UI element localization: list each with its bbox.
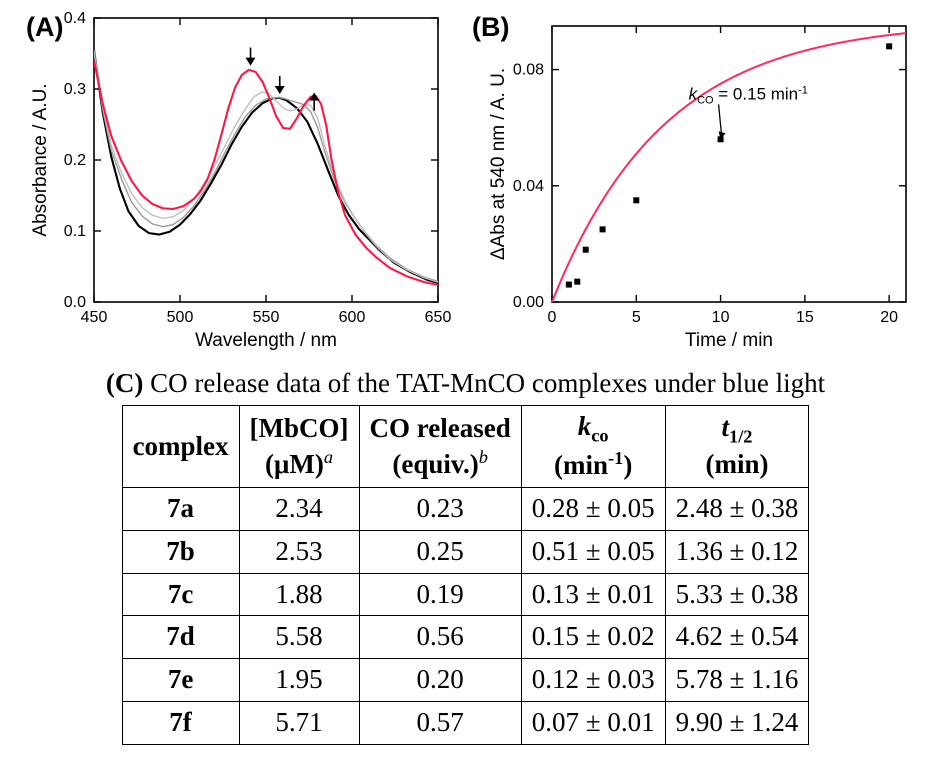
table-header: CO released(equiv.)b	[359, 406, 521, 488]
table-cell: 9.90 ± 1.24	[665, 701, 809, 744]
svg-text:15: 15	[796, 309, 814, 326]
table-cell: 5.71	[239, 701, 359, 744]
table-cell: 7f	[122, 701, 239, 744]
panel-b: (B) 0 5 10 15 20 0.00 0.04 0.08 Time / min ΔAbs a…	[470, 6, 920, 360]
table-row: 7c1.880.190.13 ± 0.015.33 ± 0.38	[122, 573, 809, 616]
svg-text:5: 5	[632, 309, 641, 326]
panel-b-svg: 0 5 10 15 20 0.00 0.04 0.08 Time / min ΔAbs at 54…	[470, 6, 920, 360]
svg-text:500: 500	[167, 309, 194, 326]
svg-text:kCO = 0.15 min-1: kCO = 0.15 min-1	[689, 84, 808, 106]
panel-b-label: (B)	[472, 12, 509, 43]
svg-text:600: 600	[339, 309, 366, 326]
svg-text:Absorbance / A.U.: Absorbance / A.U.	[30, 83, 51, 236]
table-header: kco(min-1)	[521, 406, 665, 488]
svg-text:0.0: 0.0	[64, 294, 86, 311]
table-cell: 5.78 ± 1.16	[665, 659, 809, 702]
svg-text:10: 10	[712, 309, 730, 326]
table-cell: 7b	[122, 530, 239, 573]
table-cell: 0.51 ± 0.05	[521, 530, 665, 573]
svg-text:550: 550	[253, 309, 280, 326]
table-cell: 0.56	[359, 616, 521, 659]
svg-text:0.08: 0.08	[513, 62, 544, 79]
table-cell: 0.07 ± 0.01	[521, 701, 665, 744]
table-cell: 0.13 ± 0.01	[521, 573, 665, 616]
table-cell: 0.20	[359, 659, 521, 702]
table-cell: 1.95	[239, 659, 359, 702]
table-cell: 2.48 ± 0.38	[665, 488, 809, 531]
table-row: 7a2.340.230.28 ± 0.052.48 ± 0.38	[122, 488, 809, 531]
caption-text: CO release data of the TAT-MnCO complexe…	[143, 368, 825, 398]
table-cell: 4.62 ± 0.54	[665, 616, 809, 659]
svg-text:ΔAbs at 540 nm / A. U.: ΔAbs at 540 nm / A. U.	[488, 68, 509, 260]
table-cell: 7a	[122, 488, 239, 531]
table-cell: 0.25	[359, 530, 521, 573]
table-cell: 2.34	[239, 488, 359, 531]
table-cell: 5.33 ± 0.38	[665, 573, 809, 616]
table-cell: 7d	[122, 616, 239, 659]
svg-text:0: 0	[548, 309, 557, 326]
table-cell: 0.57	[359, 701, 521, 744]
caption-prefix: (C)	[106, 368, 143, 398]
table-cell: 1.36 ± 0.12	[665, 530, 809, 573]
svg-text:450: 450	[81, 309, 108, 326]
table-cell: 0.15 ± 0.02	[521, 616, 665, 659]
table-cell: 0.12 ± 0.03	[521, 659, 665, 702]
svg-text:0.2: 0.2	[64, 152, 86, 169]
table-cell: 0.23	[359, 488, 521, 531]
table-cell: 1.88	[239, 573, 359, 616]
svg-text:0.00: 0.00	[513, 294, 544, 311]
panel-a-svg: 450 500 550 600 650 0.0 0.1 0.2 0.3 0.4 Wavelength…	[12, 6, 452, 360]
co-release-table: complex[MbCO](μM)aCO released(equiv.)bkc…	[122, 405, 810, 745]
table-header: t1/2(min)	[665, 406, 809, 488]
table-row: 7f5.710.570.07 ± 0.019.90 ± 1.24	[122, 701, 809, 744]
table-cell: 0.19	[359, 573, 521, 616]
table-cell: 2.53	[239, 530, 359, 573]
svg-text:Wavelength / nm: Wavelength / nm	[195, 330, 337, 351]
svg-text:Time / min: Time / min	[685, 330, 773, 351]
svg-text:0.04: 0.04	[513, 178, 544, 195]
svg-text:650: 650	[425, 309, 452, 326]
table-cell: 7e	[122, 659, 239, 702]
panel-a-label: (A)	[26, 12, 63, 43]
svg-text:0.4: 0.4	[64, 10, 86, 27]
panel-a: (A) 450 500 550 600 650 0.0 0.1 0.2 0.3 0.4 Wavele…	[12, 6, 452, 360]
table-row: 7b2.530.250.51 ± 0.051.36 ± 0.12	[122, 530, 809, 573]
top-row: (A) 450 500 550 600 650 0.0 0.1 0.2 0.3 0.4 Wavele…	[12, 6, 919, 360]
svg-text:0.1: 0.1	[64, 223, 86, 240]
svg-text:20: 20	[880, 309, 898, 326]
table-cell: 7c	[122, 573, 239, 616]
table-header: complex	[122, 406, 239, 488]
table-row: 7d5.580.560.15 ± 0.024.62 ± 0.54	[122, 616, 809, 659]
table-cell: 5.58	[239, 616, 359, 659]
panel-c-caption: (C) CO release data of the TAT-MnCO comp…	[12, 368, 919, 399]
table-cell: 0.28 ± 0.05	[521, 488, 665, 531]
table-header: [MbCO](μM)a	[239, 406, 359, 488]
svg-text:0.3: 0.3	[64, 81, 86, 98]
table-row: 7e1.950.200.12 ± 0.035.78 ± 1.16	[122, 659, 809, 702]
